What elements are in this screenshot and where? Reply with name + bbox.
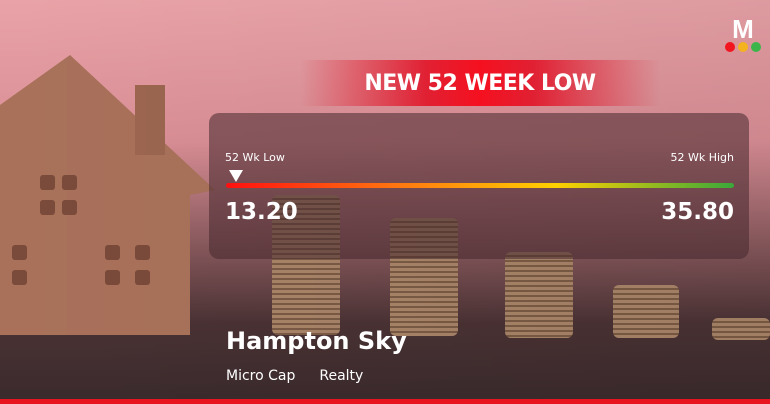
coin-stack [505, 252, 573, 338]
coin-stack [712, 318, 770, 340]
house-image [0, 55, 215, 335]
sector-tag: Realty [319, 368, 364, 384]
coin-stack [613, 285, 679, 338]
logo-dot-yellow [738, 42, 748, 52]
low-value: 13.20 [225, 199, 298, 225]
logo-dot-red [725, 42, 735, 52]
range-bar [226, 183, 734, 188]
current-price-marker-icon [229, 170, 244, 182]
alert-banner: NEW 52 WEEK LOW [300, 60, 660, 106]
logo-dot-green [751, 42, 761, 52]
alert-title: NEW 52 WEEK LOW [364, 70, 596, 96]
high-label: 52 Wk High [670, 151, 734, 164]
logo-letter: M [732, 14, 754, 44]
accent-bar [0, 399, 770, 404]
high-value: 35.80 [661, 199, 734, 225]
brand-logo: M [724, 14, 762, 52]
stock-name: Hampton Sky [226, 327, 407, 355]
range-panel: 52 Wk Low 52 Wk High 13.20 35.80 [209, 113, 749, 259]
market-cap-tag: Micro Cap [226, 368, 296, 384]
low-label: 52 Wk Low [225, 151, 285, 164]
